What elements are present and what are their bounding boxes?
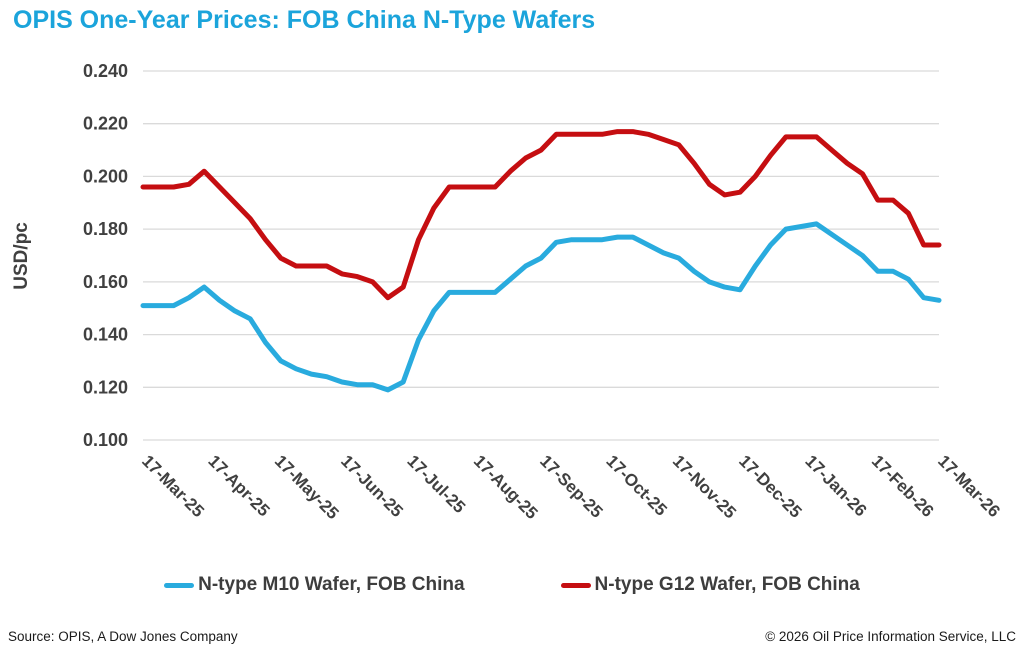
chart-title: OPIS One-Year Prices: FOB China N-Type W… bbox=[13, 6, 596, 34]
source-note: Source: OPIS, A Dow Jones Company bbox=[8, 629, 238, 644]
x-tick-label: 17-Jul-25 bbox=[403, 451, 469, 517]
price-line-chart: 0.240 0.220 0.200 0.180 0.160 0.140 0.120 0.100… bbox=[11, 61, 1004, 523]
y-tick-label: 0.140 bbox=[83, 325, 128, 345]
series-line-g12 bbox=[140, 129, 942, 301]
x-tick-label: 17-Dec-25 bbox=[735, 451, 805, 521]
x-tick-label: 17-Nov-25 bbox=[669, 451, 740, 522]
x-tick-label: 17-Aug-25 bbox=[470, 451, 542, 523]
y-axis-title: USD/pc bbox=[11, 222, 32, 290]
legend-label-m10: N-type M10 Wafer, FOB China bbox=[198, 574, 465, 595]
series-line-m10 bbox=[140, 221, 942, 393]
x-tick-label: 17-Sep-25 bbox=[536, 451, 606, 521]
chart-footer: Source: OPIS, A Dow Jones Company © 2026… bbox=[8, 629, 1016, 644]
x-tick-label: 17-Apr-25 bbox=[204, 451, 273, 520]
chart-legend: N-type M10 Wafer, FOB China N-type G12 W… bbox=[0, 574, 1024, 596]
legend-item-m10: N-type M10 Wafer, FOB China bbox=[164, 574, 465, 596]
copyright-note: © 2026 Oil Price Information Service, LL… bbox=[765, 629, 1016, 644]
y-tick-label: 0.120 bbox=[83, 377, 128, 397]
x-tick-label: 17-May-25 bbox=[271, 451, 343, 523]
legend-label-g12: N-type G12 Wafer, FOB China bbox=[594, 574, 860, 595]
y-tick-label: 0.200 bbox=[83, 166, 128, 186]
y-tick-label: 0.180 bbox=[83, 219, 128, 239]
x-tick-label: 17-Jun-25 bbox=[337, 451, 407, 521]
x-tick-label: 17-Feb-26 bbox=[868, 451, 938, 521]
x-tick-label: 17-Mar-26 bbox=[934, 451, 1004, 521]
y-tick-label: 0.100 bbox=[83, 430, 128, 450]
y-tick-label: 0.220 bbox=[83, 114, 128, 134]
legend-item-g12: N-type G12 Wafer, FOB China bbox=[560, 574, 860, 596]
g12-line-swatch bbox=[560, 582, 591, 588]
y-tick-label: 0.240 bbox=[83, 61, 128, 81]
x-tick-label: 17-Jan-26 bbox=[801, 451, 870, 520]
y-tick-label: 0.160 bbox=[83, 272, 128, 292]
m10-line-swatch bbox=[164, 582, 195, 588]
x-tick-label: 17-Mar-25 bbox=[138, 451, 208, 521]
x-tick-label: 17-Oct-25 bbox=[602, 451, 670, 519]
